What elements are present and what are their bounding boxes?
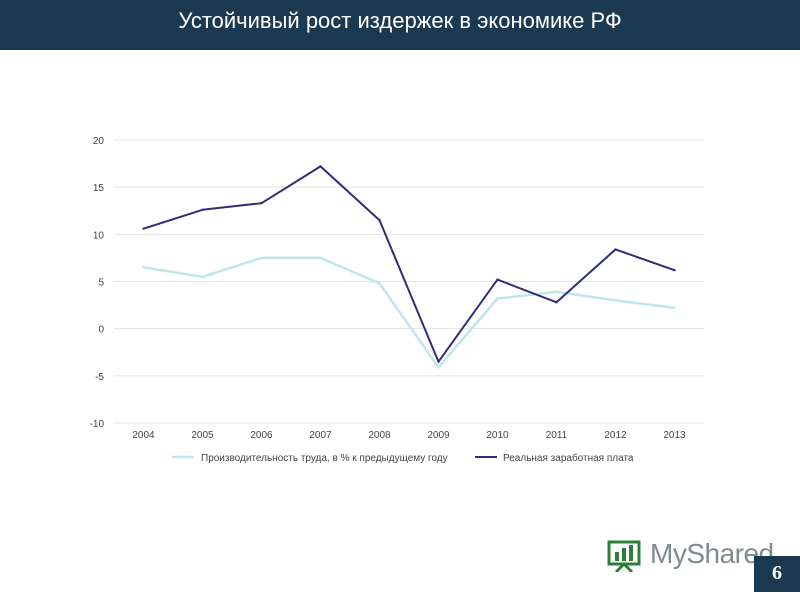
page-number: 6 (772, 562, 782, 584)
data-point (142, 227, 145, 230)
data-point (437, 360, 440, 363)
x-tick-label: 2007 (309, 430, 332, 441)
x-tick-label: 2010 (486, 430, 509, 441)
data-point (319, 165, 322, 168)
x-tick-label: 2008 (368, 430, 391, 441)
page-title: Устойчивый рост издержек в экономике РФ (178, 8, 622, 33)
x-tick-label: 2013 (663, 430, 686, 441)
series-line-1 (143, 165, 675, 363)
watermark-text: MyShared (650, 538, 774, 569)
y-tick-label: -10 (90, 419, 105, 430)
watermark-logo: MyShared (606, 536, 774, 574)
x-tick-label: 2006 (250, 430, 273, 441)
data-point (614, 248, 617, 251)
data-point (260, 256, 263, 260)
data-point (496, 297, 499, 300)
y-axis-ticks: 20 15 10 5 0 -5 -10 (90, 136, 105, 430)
data-point (673, 306, 676, 310)
y-tick-label: 5 (98, 278, 104, 289)
data-point (614, 299, 617, 302)
legend-label: Реальная заработная плата (503, 452, 634, 464)
data-point (555, 301, 558, 304)
data-point (437, 366, 440, 369)
y-tick-label: -5 (95, 372, 104, 383)
y-tick-label: 20 (93, 136, 105, 147)
chart-legend: Производительность труда, в % к предыдущ… (172, 452, 634, 464)
header-bar: Устойчивый рост издержек в экономике РФ (0, 0, 800, 50)
legend-label: Производительность труда, в % к предыдущ… (201, 453, 448, 464)
data-point (260, 202, 263, 205)
data-point (378, 282, 381, 285)
y-tick-label: 15 (93, 183, 105, 194)
y-tick-label: 10 (93, 230, 105, 241)
x-tick-label: 2004 (132, 430, 155, 441)
data-point (142, 266, 145, 269)
y-tick-label: 0 (98, 325, 104, 336)
x-tick-label: 2009 (427, 430, 450, 441)
data-point (319, 256, 322, 260)
series-line-0 (143, 256, 675, 369)
x-tick-label: 2011 (546, 430, 568, 441)
x-tick-label: 2005 (191, 430, 214, 441)
data-point (378, 218, 381, 222)
data-point (201, 208, 204, 212)
chart-series (142, 165, 676, 369)
presentation-board-icon (607, 540, 641, 574)
data-point (496, 278, 499, 281)
chart-grid (114, 139, 704, 424)
page-number-badge: 6 (754, 556, 800, 592)
data-point (555, 290, 558, 294)
data-point (201, 275, 204, 278)
x-axis-ticks: 2004 2005 2006 2007 2008 2009 2010 2011 2012 2013 (132, 430, 686, 441)
x-tick-label: 2012 (604, 430, 627, 441)
data-point (673, 268, 676, 272)
